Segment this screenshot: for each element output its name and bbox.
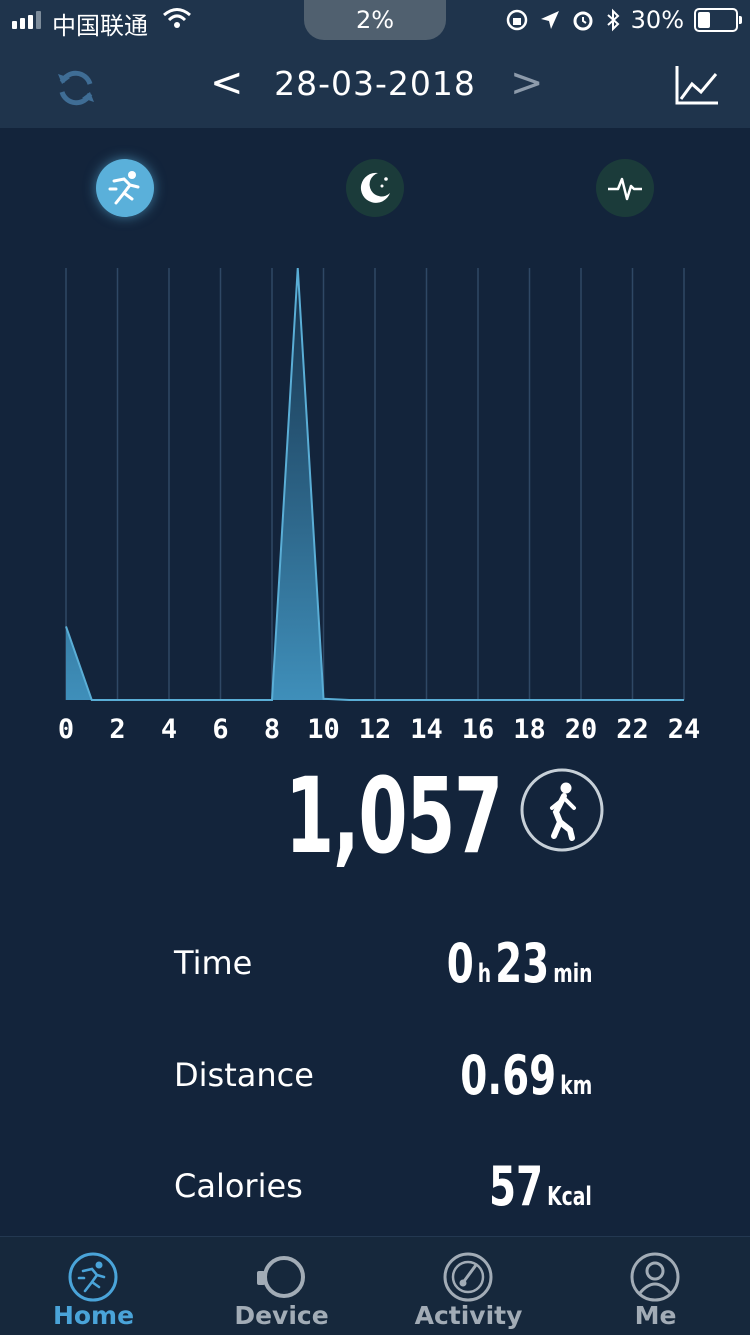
pill-text: 2% xyxy=(356,6,394,34)
gauge-icon xyxy=(442,1251,494,1303)
rotation-lock-icon xyxy=(505,8,529,32)
bluetooth-icon xyxy=(605,8,621,32)
tab-device-label: Device xyxy=(188,1301,375,1330)
tab-bar: Home Device Activity Me xyxy=(0,1236,750,1335)
tab-activity-label: Activity xyxy=(375,1301,562,1330)
tab-activity[interactable]: Activity xyxy=(375,1237,562,1335)
time-hours-unit: h xyxy=(477,959,490,989)
calories-number: 57 xyxy=(489,1155,543,1218)
recording-pill: 2% xyxy=(304,0,446,40)
x-tick-label: 20 xyxy=(565,714,598,745)
time-label: Time xyxy=(174,944,252,982)
heartbeat-icon xyxy=(596,159,654,217)
step-count: 1,057 xyxy=(285,755,502,877)
battery-percent: 30% xyxy=(631,6,684,34)
watch-icon xyxy=(255,1251,307,1303)
distance-unit: km xyxy=(560,1071,592,1101)
activity-mode-button[interactable] xyxy=(96,159,154,217)
tab-device[interactable]: Device xyxy=(188,1237,375,1335)
date-header: < 28-03-2018 > xyxy=(0,44,750,128)
x-tick-label: 2 xyxy=(109,714,125,745)
line-chart-icon[interactable] xyxy=(674,64,720,106)
running-icon xyxy=(67,1251,119,1303)
time-hours: 0 xyxy=(446,932,473,995)
distance-value: 0.69 km xyxy=(460,1044,592,1107)
wifi-icon xyxy=(162,6,192,30)
x-tick-label: 0 xyxy=(58,714,74,745)
x-tick-label: 6 xyxy=(212,714,228,745)
x-tick-label: 14 xyxy=(410,714,443,745)
chart-grid xyxy=(66,268,684,700)
x-tick-label: 18 xyxy=(513,714,546,745)
x-tick-label: 24 xyxy=(668,714,701,745)
next-day-button[interactable]: > xyxy=(510,60,544,106)
calories-value: 57 Kcal xyxy=(489,1155,592,1218)
time-minutes-unit: min xyxy=(553,959,592,989)
time-value: 0 h 23 min xyxy=(446,932,592,995)
current-date: 28-03-2018 xyxy=(0,64,750,103)
tab-me-label: Me xyxy=(562,1301,749,1330)
tab-home[interactable]: Home xyxy=(0,1237,187,1335)
x-tick-label: 8 xyxy=(264,714,280,745)
sleep-mode-button[interactable] xyxy=(346,159,404,217)
x-tick-label: 4 xyxy=(161,714,177,745)
status-right: 30% xyxy=(505,6,738,34)
alarm-icon xyxy=(571,8,595,32)
battery-icon xyxy=(694,8,738,32)
x-tick-label: 22 xyxy=(616,714,649,745)
running-icon xyxy=(96,159,154,217)
time-minutes: 23 xyxy=(495,932,549,995)
distance-label: Distance xyxy=(174,1056,314,1094)
heart-rate-mode-button[interactable] xyxy=(596,159,654,217)
moon-icon xyxy=(346,159,404,217)
x-tick-label: 16 xyxy=(462,714,495,745)
calories-unit: Kcal xyxy=(547,1182,592,1212)
person-icon xyxy=(629,1251,681,1303)
distance-number: 0.69 xyxy=(460,1044,556,1107)
x-tick-label: 12 xyxy=(359,714,392,745)
signal-icon xyxy=(12,11,41,29)
calories-label: Calories xyxy=(174,1167,303,1205)
tab-home-label: Home xyxy=(0,1301,187,1330)
carrier-name: 中国联通 xyxy=(52,6,148,41)
walking-icon[interactable] xyxy=(520,768,604,852)
top-bar: 中国联通 2% 30% xyxy=(0,0,750,128)
x-tick-label: 10 xyxy=(307,714,340,745)
tab-me[interactable]: Me xyxy=(562,1237,749,1335)
location-icon xyxy=(539,9,561,31)
status-bar: 中国联通 2% 30% xyxy=(0,0,750,44)
